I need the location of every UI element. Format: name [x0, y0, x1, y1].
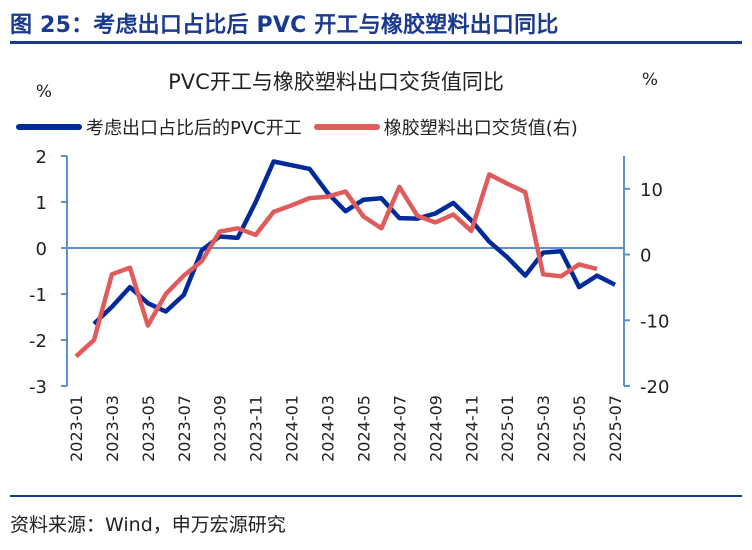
legend-label-export: 橡胶塑料出口交货值(右) [383, 118, 578, 139]
x-tick-label: 2023-03 [103, 395, 122, 462]
left-tick-label: 1 [36, 193, 47, 214]
right-tick-label: 10 [640, 180, 663, 201]
x-tick-label: 2024-11 [462, 395, 481, 462]
left-axis-unit: % [36, 82, 52, 102]
chart-title: PVC开工与橡胶塑料出口交货值同比 [168, 70, 504, 94]
x-tick-label: 2023-09 [211, 395, 230, 462]
x-tick-label: 2024-01 [283, 395, 302, 462]
x-tick-label: 2025-07 [606, 395, 625, 462]
line-chart: PVC开工与橡胶塑料出口交货值同比 % % 210-1-2-3100-10-20… [29, 70, 669, 462]
x-tick-label: 2023-05 [139, 395, 158, 462]
x-tick-label: 2023-01 [67, 395, 86, 462]
right-tick-label: -20 [640, 377, 669, 398]
left-tick-label: -1 [29, 285, 47, 306]
series-line-export [74, 172, 598, 359]
x-tick-label: 2024-09 [426, 395, 445, 462]
x-tick-label: 2023-07 [175, 395, 194, 462]
legend-item-export: 橡胶塑料出口交货值(右) [313, 114, 578, 140]
figure-title: 图 25：考虑出口占比后 PVC 开工与橡胶塑料出口同比 [10, 13, 559, 38]
left-tick-label: -2 [29, 331, 47, 352]
legend: 考虑出口占比后的PVC开工 橡胶塑料出口交货值(右) [16, 114, 578, 140]
x-tick-label: 2024-03 [319, 395, 338, 462]
x-tick-label: 2025-01 [498, 395, 517, 462]
right-tick-label: 0 [640, 246, 651, 267]
x-tick-label: 2024-05 [354, 395, 373, 462]
x-tick-label: 2023-11 [247, 395, 266, 462]
right-tick-label: -10 [640, 311, 669, 332]
x-tick-label: 2025-05 [570, 395, 589, 462]
left-tick-label: 2 [36, 147, 47, 168]
right-axis-unit: % [642, 70, 658, 90]
legend-swatch-export [313, 124, 380, 130]
source-note: 资料来源：Wind，申万宏源研究 [10, 514, 286, 536]
series-group [74, 159, 617, 359]
source-divider [10, 495, 742, 497]
x-tick-label: 2025-03 [534, 395, 553, 462]
left-tick-label: -3 [29, 377, 47, 398]
legend-label-pvc: 考虑出口占比后的PVC开工 [86, 118, 302, 139]
left-tick-label: 0 [36, 239, 47, 260]
legend-swatch-pvc [16, 124, 82, 130]
legend-item-pvc: 考虑出口占比后的PVC开工 [16, 114, 302, 140]
title-underline [10, 41, 742, 44]
x-tick-label: 2024-07 [390, 395, 409, 462]
